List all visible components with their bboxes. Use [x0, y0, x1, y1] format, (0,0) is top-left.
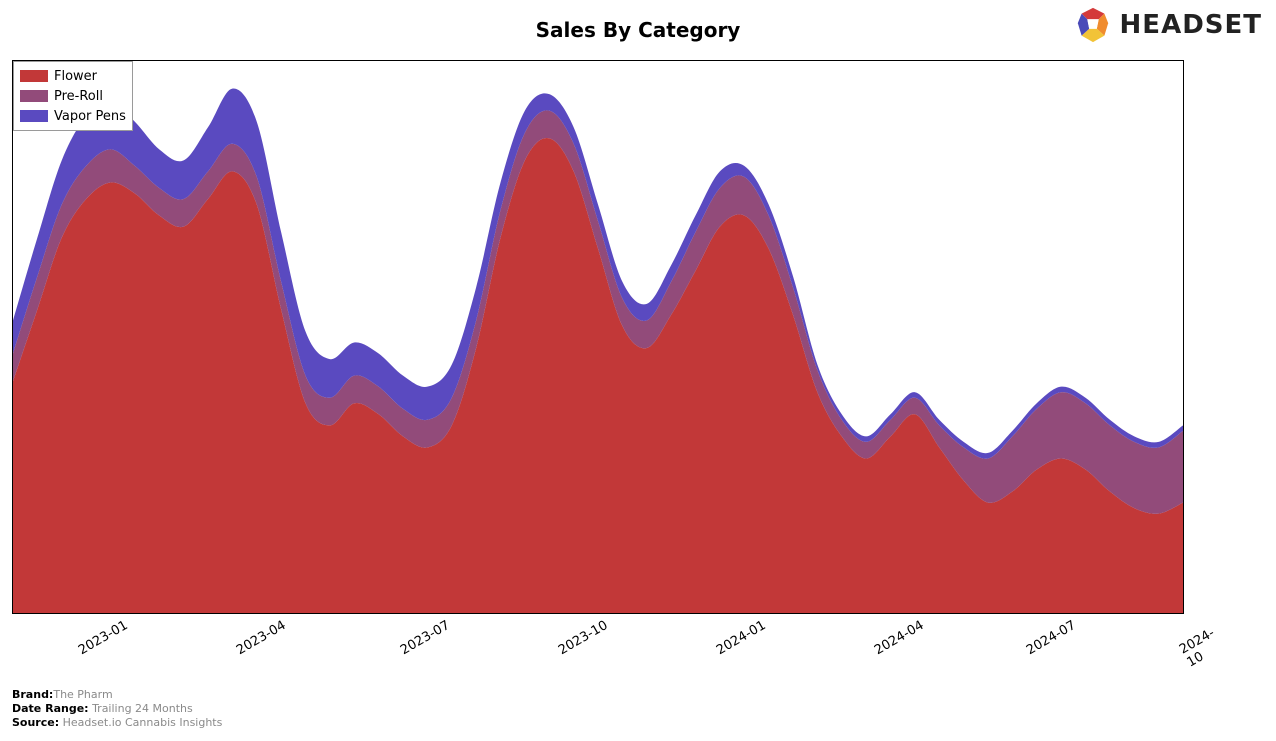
legend-item: Vapor Pens — [20, 106, 126, 126]
meta-brand: Brand:The Pharm — [12, 688, 113, 701]
brand-logo: HEADSET — [1074, 6, 1262, 44]
x-tick-label: 2023-10 — [556, 618, 611, 658]
x-tick-label: 2024-10 — [1177, 618, 1238, 671]
chart-container: Sales By Category HEADSET FlowerPre-Roll… — [0, 0, 1276, 741]
meta-source-label: Source: — [12, 716, 59, 729]
legend-swatch — [20, 90, 48, 102]
stacked-area-svg — [13, 61, 1183, 613]
x-tick-label: 2023-01 — [76, 618, 131, 658]
x-tick-label: 2023-07 — [398, 618, 453, 658]
meta-brand-value: The Pharm — [53, 688, 112, 701]
headset-logo-icon — [1074, 6, 1112, 44]
x-tick-label: 2024-07 — [1024, 618, 1079, 658]
chart-legend: Flower Pre-Roll Vapor Pens — [13, 61, 133, 131]
meta-range-label: Date Range: — [12, 702, 89, 715]
x-tick-label: 2024-04 — [872, 618, 927, 658]
legend-label: Vapor Pens — [54, 109, 126, 124]
legend-item: Pre-Roll — [20, 86, 126, 106]
logo-text: HEADSET — [1120, 10, 1262, 40]
meta-brand-label: Brand: — [12, 688, 53, 701]
x-tick-label: 2023-04 — [234, 618, 289, 658]
meta-date-range: Date Range: Trailing 24 Months — [12, 702, 193, 715]
meta-source-value: Headset.io Cannabis Insights — [63, 716, 223, 729]
legend-label: Flower — [54, 69, 97, 84]
legend-swatch — [20, 110, 48, 122]
legend-swatch — [20, 70, 48, 82]
x-tick-label: 2024-01 — [714, 618, 769, 658]
legend-label: Pre-Roll — [54, 89, 103, 104]
chart-plot-area: Flower Pre-Roll Vapor Pens — [12, 60, 1184, 614]
meta-source: Source: Headset.io Cannabis Insights — [12, 716, 222, 729]
meta-range-value: Trailing 24 Months — [92, 702, 193, 715]
legend-item: Flower — [20, 66, 126, 86]
